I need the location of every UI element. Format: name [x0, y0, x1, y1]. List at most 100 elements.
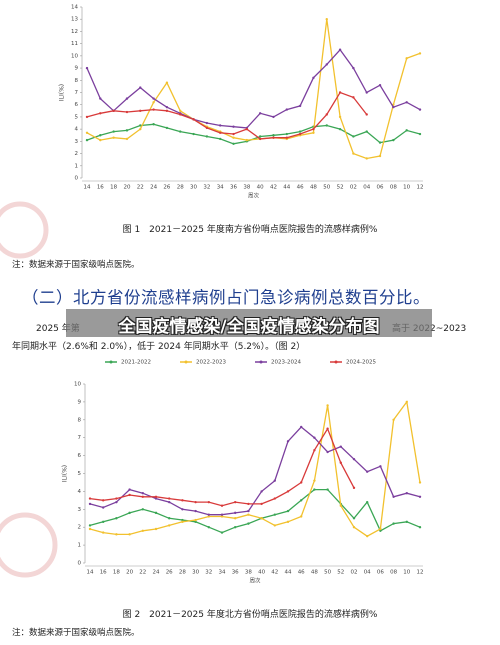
x-tick-label: 12 — [417, 185, 424, 191]
data-point — [112, 130, 115, 133]
data-point — [152, 101, 155, 104]
data-point — [258, 137, 262, 141]
y-tick-label: 9 — [78, 399, 82, 405]
data-point — [365, 130, 368, 133]
x-tick-label: 36 — [232, 570, 239, 576]
y-tick-label: 7 — [78, 435, 82, 441]
data-point — [313, 449, 316, 452]
x-tick-label: 22 — [137, 185, 144, 191]
x-tick-label: 44 — [283, 185, 290, 191]
data-point — [418, 481, 422, 484]
data-point — [392, 522, 395, 525]
data-point — [298, 130, 302, 133]
data-point — [378, 154, 382, 158]
data-point — [245, 138, 249, 142]
x-tick-label: 02 — [350, 185, 357, 191]
data-point — [339, 461, 342, 464]
data-point — [139, 86, 142, 89]
x-tick-label: 30 — [192, 570, 199, 576]
data-point — [418, 132, 422, 136]
data-point — [141, 495, 144, 498]
data-point — [232, 142, 235, 145]
data-point — [165, 126, 169, 130]
data-point — [220, 531, 224, 534]
data-point — [194, 509, 197, 513]
x-tick-label: 24 — [153, 570, 160, 576]
data-point — [285, 132, 288, 136]
x-tick-label: 44 — [285, 570, 292, 576]
x-tick-label: 48 — [310, 185, 317, 191]
figure-note: 注：数据来源于国家级哨点医院。 — [12, 260, 140, 270]
y-tick-label: 5 — [75, 114, 79, 120]
data-point — [85, 131, 89, 135]
x-tick-label: 22 — [139, 570, 146, 576]
data-point — [272, 115, 275, 119]
data-point — [168, 524, 171, 527]
x-tick-label: 32 — [205, 570, 212, 576]
data-point — [99, 97, 102, 100]
legend-marker — [259, 360, 263, 364]
data-point — [232, 125, 235, 128]
x-tick-label: 50 — [324, 570, 331, 576]
data-point — [392, 138, 395, 142]
y-tick-label: 12 — [71, 29, 78, 35]
virus-icon — [0, 512, 58, 578]
data-point — [272, 136, 275, 139]
data-point — [366, 500, 369, 504]
x-tick-label: 14 — [84, 185, 91, 191]
data-point — [298, 104, 302, 108]
data-point — [245, 127, 249, 131]
data-point — [298, 132, 302, 136]
data-point — [205, 126, 209, 130]
data-point — [181, 520, 184, 524]
x-tick-label: 50 — [323, 185, 330, 191]
data-point — [181, 499, 184, 502]
data-point — [102, 520, 105, 524]
y-axis-label: ILI(%) — [59, 84, 66, 101]
x-tick-label: 28 — [177, 185, 184, 191]
x-axis-label: 周次 — [248, 192, 260, 200]
data-point — [88, 524, 92, 527]
data-point — [207, 515, 210, 518]
data-point — [141, 508, 144, 511]
x-tick-label: 34 — [217, 185, 224, 191]
x-tick-label: 48 — [311, 570, 318, 576]
y-tick-label: 8 — [78, 417, 82, 423]
y-tick-label: 4 — [75, 127, 79, 133]
data-point — [405, 491, 408, 495]
data-point — [273, 497, 276, 500]
x-tick-label: 46 — [298, 570, 305, 576]
data-point — [313, 436, 316, 439]
data-point — [234, 517, 237, 520]
x-tick-label: 32 — [203, 185, 210, 191]
data-point — [365, 113, 368, 116]
data-point — [338, 115, 342, 119]
data-point — [286, 520, 290, 524]
data-point — [352, 96, 355, 99]
data-point — [418, 495, 422, 498]
data-point — [165, 105, 169, 109]
x-tick-label: 52 — [337, 185, 344, 191]
x-tick-label: 06 — [377, 185, 384, 191]
data-point — [232, 132, 235, 136]
x-tick-label: 20 — [126, 570, 133, 576]
y-tick-label: 0 — [75, 176, 79, 182]
data-point — [339, 504, 342, 507]
paragraph-text: 年同期水平（2.6%和 2.0%），低于 2024 年同期水平（5.2%）。（图… — [12, 342, 306, 352]
data-point — [286, 440, 290, 443]
data-point — [85, 66, 89, 70]
data-point — [405, 101, 408, 104]
data-point — [165, 81, 169, 84]
x-tick-label: 18 — [110, 185, 117, 191]
x-tick-label: 12 — [417, 570, 424, 576]
data-point — [102, 499, 105, 502]
x-tick-label: 02 — [351, 570, 358, 576]
x-tick-label: 38 — [243, 185, 250, 191]
y-tick-label: 8 — [75, 78, 79, 84]
y-tick-label: 10 — [71, 53, 78, 59]
x-tick-label: 06 — [377, 570, 384, 576]
legend-marker — [334, 360, 338, 364]
data-point — [125, 110, 129, 114]
